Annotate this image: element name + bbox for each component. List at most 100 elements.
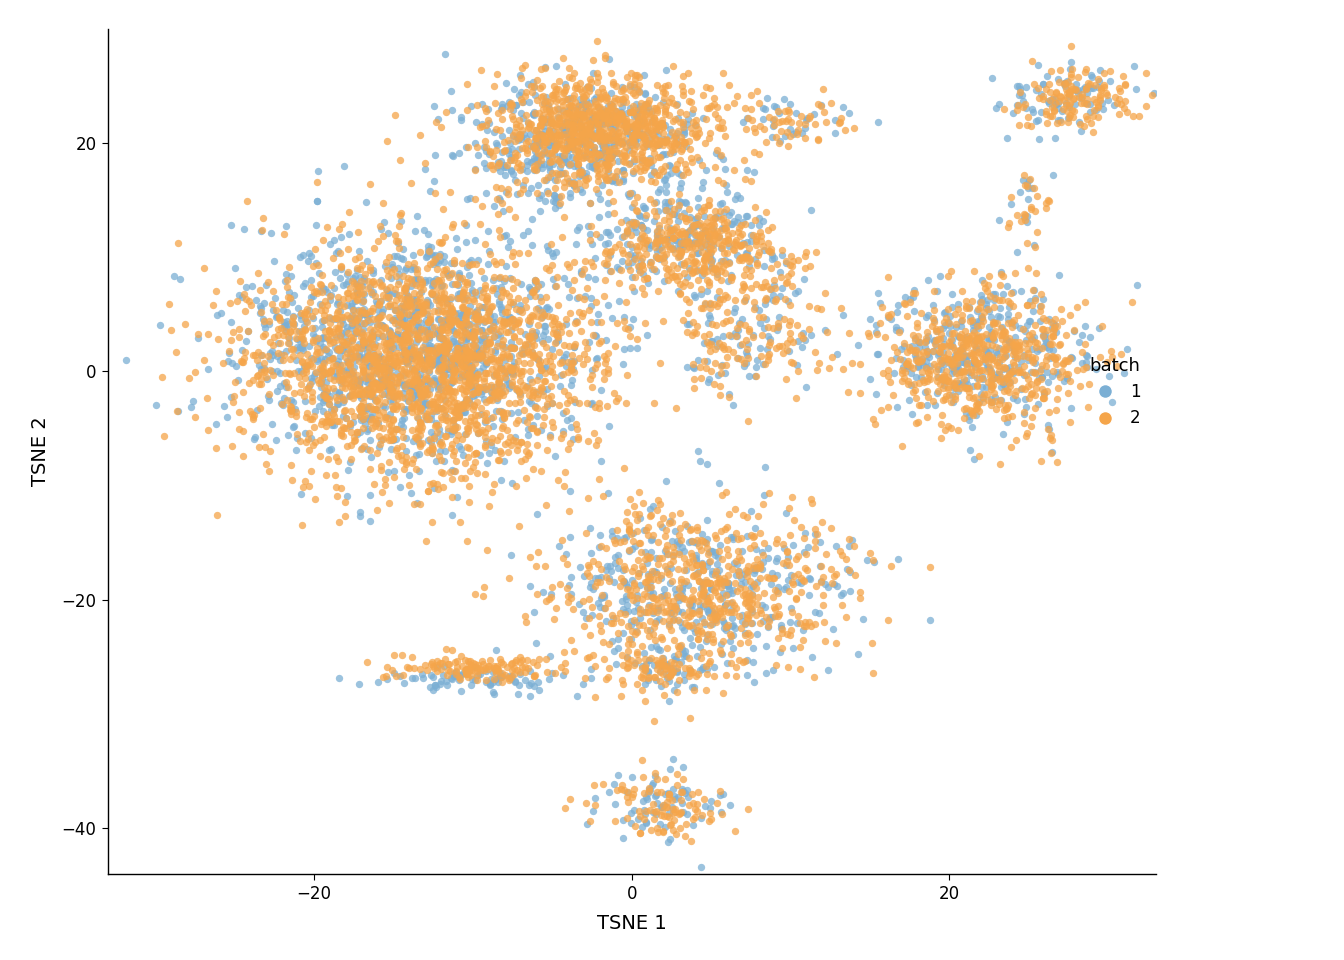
Point <box>749 95 770 110</box>
Point <box>700 336 722 351</box>
Point <box>716 619 738 635</box>
Point <box>360 378 382 394</box>
Point <box>450 404 472 420</box>
Point <box>488 452 509 468</box>
Point <box>641 126 663 141</box>
Point <box>770 620 792 636</box>
Point <box>296 313 317 328</box>
Point <box>454 339 476 354</box>
Point <box>641 113 663 129</box>
Point <box>770 617 792 633</box>
Point <box>585 399 606 415</box>
Point <box>390 326 411 342</box>
Point <box>671 590 692 606</box>
Point <box>763 112 785 128</box>
Point <box>421 351 442 367</box>
Point <box>1039 341 1060 356</box>
Point <box>577 117 598 132</box>
Point <box>950 335 972 350</box>
Point <box>660 598 681 613</box>
Point <box>504 673 526 688</box>
Point <box>478 336 500 351</box>
Point <box>610 229 632 245</box>
Point <box>925 338 946 353</box>
Point <box>426 286 448 301</box>
Point <box>520 675 542 690</box>
Point <box>563 65 585 81</box>
Point <box>692 583 714 598</box>
Point <box>521 308 543 324</box>
Point <box>757 619 778 635</box>
Point <box>352 333 374 348</box>
Point <box>687 210 708 226</box>
Point <box>757 242 778 257</box>
Point <box>501 166 523 181</box>
Point <box>610 109 632 125</box>
Point <box>390 213 411 228</box>
Point <box>614 321 636 336</box>
Point <box>399 384 421 399</box>
Point <box>524 140 546 156</box>
Point <box>367 309 388 324</box>
Point <box>636 522 657 538</box>
Point <box>968 355 989 371</box>
Point <box>598 151 620 166</box>
Point <box>302 351 324 367</box>
Point <box>934 370 956 385</box>
Point <box>966 329 988 345</box>
Point <box>337 285 359 300</box>
Point <box>495 351 516 367</box>
Point <box>590 589 612 605</box>
Point <box>452 659 473 674</box>
Point <box>452 396 473 412</box>
Point <box>512 94 534 109</box>
Point <box>433 404 454 420</box>
Point <box>563 353 585 369</box>
Point <box>438 305 460 321</box>
Point <box>583 130 605 145</box>
Point <box>198 326 219 342</box>
Point <box>372 431 394 446</box>
Point <box>418 325 439 341</box>
Point <box>981 327 1003 343</box>
Point <box>414 408 435 423</box>
Point <box>344 269 366 284</box>
Point <box>636 622 657 637</box>
Point <box>637 785 659 801</box>
Point <box>923 332 945 348</box>
Point <box>684 235 706 251</box>
Point <box>399 311 421 326</box>
Point <box>325 321 347 336</box>
Point <box>661 165 683 180</box>
Point <box>716 574 738 589</box>
Point <box>473 579 495 594</box>
Point <box>441 310 462 325</box>
Point <box>526 635 547 650</box>
Point <box>629 108 650 123</box>
Point <box>427 381 449 396</box>
Point <box>689 662 711 678</box>
Point <box>970 348 992 363</box>
Point <box>344 378 366 394</box>
Point <box>633 645 655 660</box>
Point <box>1109 91 1130 107</box>
Point <box>996 347 1017 362</box>
Point <box>1062 82 1083 97</box>
Point <box>379 334 401 349</box>
Point <box>429 246 450 261</box>
Point <box>579 152 601 167</box>
Point <box>363 362 384 377</box>
Point <box>1090 89 1111 105</box>
Point <box>472 97 493 112</box>
Point <box>415 397 437 413</box>
Point <box>878 310 899 325</box>
Point <box>1051 363 1073 378</box>
Point <box>515 108 536 123</box>
Point <box>716 214 738 229</box>
Point <box>593 132 614 148</box>
Point <box>917 397 938 413</box>
Point <box>407 344 429 359</box>
Point <box>497 180 519 196</box>
Point <box>676 116 698 132</box>
Point <box>399 340 421 355</box>
